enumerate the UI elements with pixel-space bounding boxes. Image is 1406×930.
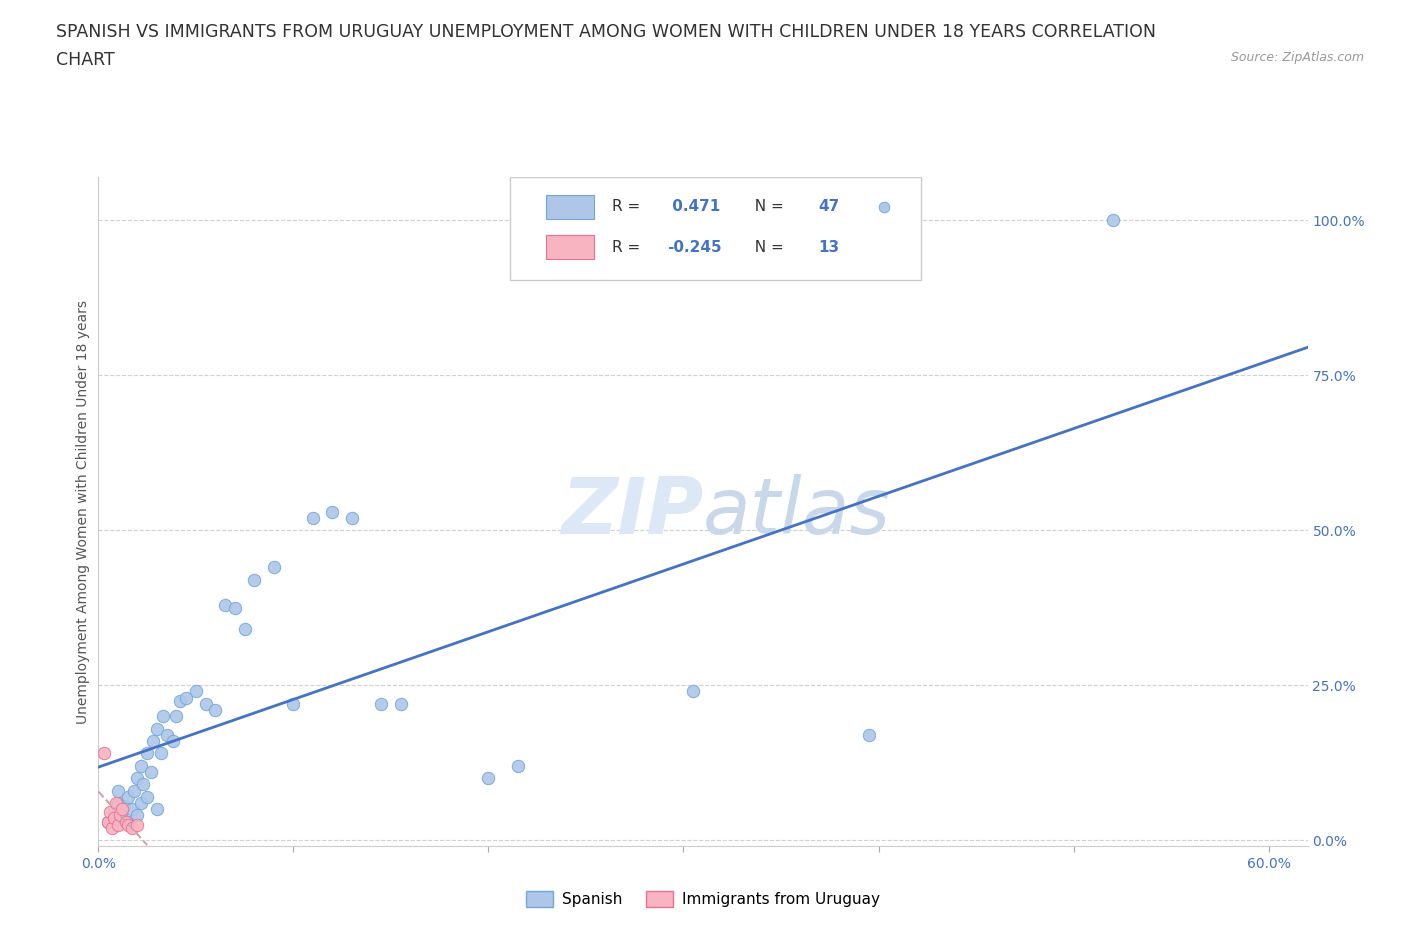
Point bbox=[263, 560, 285, 575]
Point bbox=[149, 746, 172, 761]
Point bbox=[243, 572, 266, 587]
Text: 47: 47 bbox=[818, 199, 839, 214]
Point bbox=[682, 684, 704, 698]
Point bbox=[122, 783, 145, 798]
Point bbox=[121, 802, 143, 817]
Point bbox=[117, 790, 139, 804]
Point bbox=[184, 684, 207, 698]
Text: R =: R = bbox=[612, 240, 645, 255]
Point bbox=[142, 734, 165, 749]
Point bbox=[162, 734, 184, 749]
Point bbox=[121, 820, 143, 835]
Point bbox=[224, 600, 246, 615]
Point bbox=[111, 802, 134, 817]
Point bbox=[152, 709, 174, 724]
Point bbox=[1355, 241, 1378, 256]
Point bbox=[283, 697, 305, 711]
Point bbox=[858, 727, 880, 742]
Text: N =: N = bbox=[745, 240, 789, 255]
Point bbox=[477, 771, 499, 786]
Point bbox=[136, 790, 159, 804]
Point bbox=[103, 811, 125, 826]
Y-axis label: Unemployment Among Women with Children Under 18 years: Unemployment Among Women with Children U… bbox=[76, 299, 90, 724]
Point bbox=[169, 693, 191, 708]
Point bbox=[97, 814, 120, 829]
Point bbox=[107, 817, 129, 832]
Point bbox=[114, 814, 136, 829]
Text: SPANISH VS IMMIGRANTS FROM URUGUAY UNEMPLOYMENT AMONG WOMEN WITH CHILDREN UNDER : SPANISH VS IMMIGRANTS FROM URUGUAY UNEMP… bbox=[56, 23, 1156, 41]
Point bbox=[107, 783, 129, 798]
Point bbox=[340, 511, 363, 525]
Point bbox=[132, 777, 155, 791]
FancyBboxPatch shape bbox=[546, 194, 595, 219]
Point bbox=[101, 820, 124, 835]
Point bbox=[146, 721, 169, 736]
Point bbox=[146, 802, 169, 817]
Point bbox=[165, 709, 187, 724]
Point bbox=[127, 817, 149, 832]
Point bbox=[139, 764, 162, 779]
Text: 13: 13 bbox=[818, 240, 839, 255]
Point bbox=[302, 511, 325, 525]
Point bbox=[389, 697, 412, 711]
Point bbox=[127, 808, 149, 823]
Text: CHART: CHART bbox=[56, 51, 115, 69]
Text: -0.245: -0.245 bbox=[666, 240, 721, 255]
Point bbox=[112, 799, 135, 814]
Point bbox=[136, 746, 159, 761]
Point bbox=[111, 811, 134, 826]
Text: ZIP: ZIP bbox=[561, 473, 703, 550]
Point bbox=[321, 504, 343, 519]
Text: atlas: atlas bbox=[703, 473, 891, 550]
Point bbox=[117, 817, 139, 832]
Point bbox=[1101, 213, 1123, 228]
Point bbox=[107, 795, 129, 810]
Point bbox=[131, 758, 153, 773]
Point bbox=[131, 795, 153, 810]
Point bbox=[506, 758, 529, 773]
FancyBboxPatch shape bbox=[546, 235, 595, 259]
Point bbox=[174, 690, 197, 705]
Point bbox=[98, 804, 121, 819]
Point bbox=[117, 814, 139, 829]
Point bbox=[127, 771, 149, 786]
Point bbox=[103, 804, 125, 819]
Text: R =: R = bbox=[612, 199, 645, 214]
Point bbox=[214, 597, 236, 612]
Legend: Spanish, Immigrants from Uruguay: Spanish, Immigrants from Uruguay bbox=[520, 884, 886, 913]
Point bbox=[233, 622, 256, 637]
Text: Source: ZipAtlas.com: Source: ZipAtlas.com bbox=[1230, 51, 1364, 64]
Point bbox=[93, 746, 115, 761]
Point bbox=[108, 808, 131, 823]
Point bbox=[156, 727, 179, 742]
Point bbox=[194, 697, 217, 711]
Text: 0.471: 0.471 bbox=[666, 199, 720, 214]
Point bbox=[370, 697, 392, 711]
Text: N =: N = bbox=[745, 199, 789, 214]
Point bbox=[104, 795, 127, 810]
Point bbox=[204, 702, 226, 717]
FancyBboxPatch shape bbox=[509, 177, 921, 281]
Point bbox=[97, 814, 120, 829]
